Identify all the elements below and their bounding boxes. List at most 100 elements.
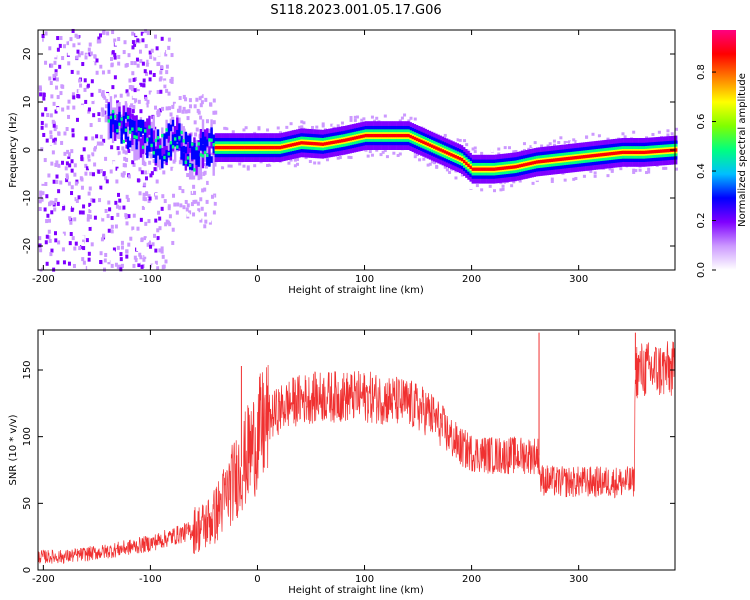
spectrogram-ridge-cell <box>602 152 605 157</box>
spectrogram-cell <box>39 194 43 199</box>
spectrogram-cell <box>84 55 88 60</box>
spectrogram-cell <box>165 64 169 69</box>
snr-x-ticks: -200 -100 0 100 200 300 <box>32 330 588 585</box>
spectrogram-ridge-cell <box>514 165 517 169</box>
spectrogram-cell <box>141 38 145 43</box>
spectrogram-cell <box>46 213 50 218</box>
spectrogram-cell <box>154 195 158 200</box>
spectrogram-cell <box>102 48 106 53</box>
spectrogram-ridge-cell <box>146 148 149 155</box>
spectrogram-cell <box>168 214 172 219</box>
spectrogram-cell <box>115 166 119 171</box>
spectrogram-cell <box>44 107 48 112</box>
spectrogram-ridge-cell <box>409 134 412 139</box>
spectrogram-cell <box>80 156 84 161</box>
spectrogram-cell <box>413 117 417 121</box>
spectrogram-cell <box>198 96 202 101</box>
spectrogram-cell <box>49 134 53 139</box>
spectrogram-ridge-cell <box>268 145 271 150</box>
spectrogram-y-tick-label: -20 <box>22 238 33 254</box>
spectrogram-ridge-cell <box>176 129 179 143</box>
spectrogram-cell <box>182 106 186 111</box>
spectrogram-cell <box>179 172 183 177</box>
spectrogram-cell <box>65 238 69 243</box>
spectrogram-cell <box>44 181 48 186</box>
snr-y-tick-label: 0 <box>22 567 33 573</box>
spectrogram-cell <box>53 46 57 51</box>
spectrogram-cell <box>38 263 42 268</box>
spectrogram-cell <box>95 58 99 63</box>
spectrogram-cell <box>149 153 153 158</box>
spectrogram-ridge-cell <box>642 150 646 155</box>
spectrogram-cell <box>78 78 82 83</box>
spectrogram-cell <box>115 97 119 102</box>
spectrogram-cell <box>206 212 210 217</box>
spectrogram-cell <box>512 150 516 154</box>
spectrogram-cell <box>437 130 441 134</box>
spectrogram-cell <box>82 147 86 152</box>
colorbar-tick-label: 0.0 <box>696 262 707 278</box>
spectrogram-ridge-cell <box>199 153 203 157</box>
spectrogram-cell <box>131 45 135 50</box>
spectrogram-ridge-cell <box>165 149 168 163</box>
spectrogram-ridge-cell <box>131 125 134 145</box>
spectrogram-cell <box>638 168 642 172</box>
spectrogram-cell <box>210 194 214 199</box>
spectrogram-cell <box>300 120 304 124</box>
spectrogram-cell <box>70 149 74 154</box>
spectrogram-cell <box>176 202 180 207</box>
spectrogram-ridge-cell <box>131 119 134 127</box>
spectrogram-cell <box>48 141 52 146</box>
spectrogram-cell <box>131 40 135 45</box>
spectrogram-cell <box>71 203 75 208</box>
spectrogram-ridge-cell <box>206 153 209 158</box>
spectrogram-cell <box>72 263 76 268</box>
spectrogram-cell <box>93 215 97 220</box>
spectrogram-ridge-cell <box>450 153 453 157</box>
spectrogram-cell <box>81 193 85 198</box>
spectrogram-cell <box>86 214 90 219</box>
spectrogram-ridge-cell <box>296 142 299 146</box>
spectrogram-cell <box>593 171 597 175</box>
spectrogram-cell <box>203 170 207 175</box>
spectrogram-cell <box>154 65 158 70</box>
spectrogram-cell <box>675 167 678 171</box>
spectrogram-ridge-cell <box>171 145 175 149</box>
spectrogram-cell <box>210 152 214 156</box>
spectrogram-ridge-cell <box>163 155 166 160</box>
colorbar-tick-label: 0.6 <box>696 114 707 130</box>
spectrogram-cell <box>546 144 550 148</box>
spectrogram-cell <box>82 204 86 209</box>
spectrogram-cell <box>61 56 65 61</box>
spectrogram-cell <box>164 259 168 264</box>
spectrogram-ridge-cell <box>231 145 235 150</box>
spectrogram-ridge-cell <box>617 151 620 155</box>
spectrogram-ridge-cell <box>193 152 196 160</box>
spectrogram-ridge-cell <box>143 129 147 133</box>
spectrogram-cell <box>47 173 51 178</box>
spectrogram-cell <box>99 64 103 69</box>
spectrogram-cell <box>147 194 151 199</box>
spectrogram-cell <box>40 147 44 152</box>
spectrogram-cell <box>59 36 63 41</box>
spectrogram-cell <box>87 251 91 256</box>
spectrogram-ridge-cell <box>540 159 543 164</box>
spectrogram-ridge-cell <box>246 145 250 150</box>
spectrogram-cell <box>80 105 84 110</box>
spectrogram-cell <box>150 32 154 37</box>
spectrogram-ridge-cell <box>124 128 128 132</box>
spectrogram-cell <box>110 263 114 268</box>
spectrogram-ridge-cell <box>120 128 123 141</box>
spectrogram-ridge-cell <box>135 142 138 150</box>
spectrogram-cell <box>209 208 213 213</box>
spectrogram-cell <box>48 56 52 61</box>
spectrogram-cell <box>40 125 44 130</box>
spectrogram-ridge-cell <box>124 112 128 119</box>
spectrogram-cell <box>153 263 157 268</box>
spectrogram-cell <box>388 115 392 119</box>
spectrogram-cell <box>41 33 45 38</box>
spectrogram-ridge-cell <box>548 158 552 163</box>
spectrogram-ridge-cell <box>606 152 609 156</box>
spectrogram-cell <box>175 210 179 215</box>
spectrogram-x-label: Height of straight line (km) <box>288 285 424 296</box>
